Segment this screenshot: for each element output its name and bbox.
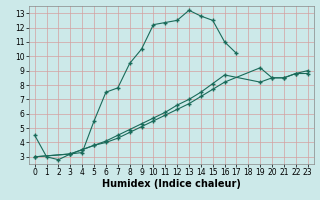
X-axis label: Humidex (Indice chaleur): Humidex (Indice chaleur) (102, 179, 241, 189)
